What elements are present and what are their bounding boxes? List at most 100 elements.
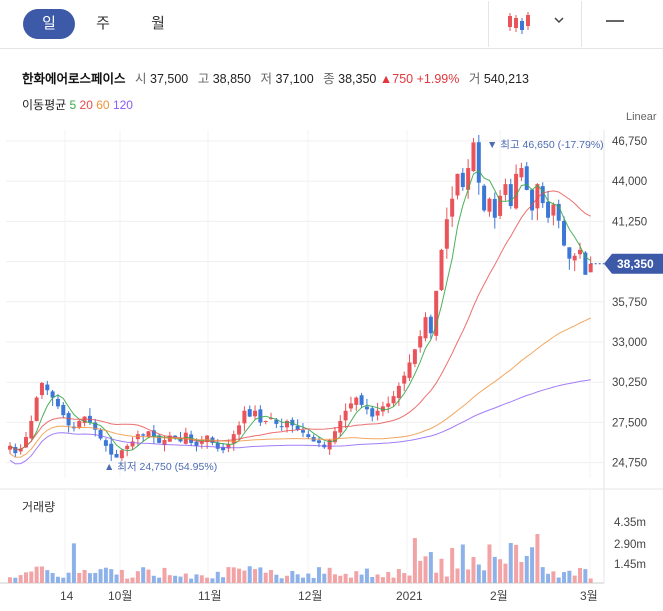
volume-bar [151, 575, 156, 583]
candle-body [407, 362, 412, 378]
volume-bar [82, 569, 87, 583]
candle-body [93, 422, 98, 430]
volume-bar [274, 574, 279, 583]
volume-bar [498, 559, 503, 583]
candle-body [402, 375, 407, 384]
stock-name: 한화에어로스페이스 [22, 72, 126, 86]
volume-bar [530, 547, 535, 583]
candle-body [114, 453, 119, 458]
volume-bar [359, 574, 364, 583]
candle-body [263, 420, 268, 422]
candle-body [386, 403, 391, 407]
volume-bar [348, 577, 353, 583]
volume-bar [316, 567, 321, 583]
candle-body [215, 442, 220, 449]
volume-bar [231, 567, 236, 583]
volume-bar [290, 571, 295, 583]
volume-bar [13, 577, 18, 583]
candle-body [45, 384, 50, 391]
low-label: 저 [260, 72, 272, 86]
volume-bar [327, 567, 332, 583]
candle-body [476, 142, 481, 183]
candle-body [412, 349, 417, 364]
volume-bar [285, 575, 290, 583]
volume-bar [471, 557, 476, 583]
x-axis-label: 11월 [198, 589, 222, 603]
volume-bar [66, 572, 71, 583]
volume-bar [434, 572, 439, 583]
candle-body [428, 316, 433, 334]
price-axis-label: 44,000 [612, 176, 647, 188]
volume-bar [519, 562, 524, 583]
low-value: 37,100 [275, 72, 314, 86]
volume-bar [487, 544, 492, 583]
tab-daily[interactable]: 일 [23, 9, 75, 39]
candle-body [343, 410, 348, 421]
price-axis-label: 35,750 [612, 297, 647, 309]
price-axis-label: 30,250 [612, 377, 647, 389]
candle-body [380, 406, 385, 412]
volume-bar [237, 568, 242, 583]
x-axis-label: 2021 [396, 589, 423, 603]
volume-bar [546, 573, 551, 583]
candle-body [258, 409, 263, 423]
volume-bar [343, 573, 348, 583]
ma-20-line [9, 190, 591, 451]
high-marker: ▼ 최고 46,650 (-17.79%) [487, 139, 604, 151]
volume-bar [364, 568, 369, 583]
volume-bar [98, 569, 103, 583]
open-label: 시 [135, 72, 147, 86]
volume-bar [242, 570, 247, 583]
candle-body [530, 189, 535, 211]
candle-body [572, 255, 577, 261]
candle-body [434, 290, 439, 336]
candle-body [162, 439, 167, 446]
volume-bar [87, 573, 92, 583]
price-axis-label: 27,500 [612, 417, 647, 429]
menu-button[interactable] [596, 1, 663, 47]
candle-body [556, 203, 561, 221]
volume-bar [221, 577, 226, 583]
candle-body [279, 426, 284, 428]
volume-bar [508, 543, 513, 583]
chevron-down-icon [554, 17, 564, 24]
moving-average-legend[interactable]: 이동평균 5 20 60 120 [22, 96, 133, 113]
volume-bar [386, 571, 391, 583]
candle-body [359, 395, 364, 405]
candle-body [588, 263, 593, 273]
tab-monthly[interactable]: 월 [151, 15, 165, 32]
candle-body [508, 184, 513, 207]
candle-body [540, 186, 545, 204]
volume-bar [455, 568, 460, 583]
volume-bar [556, 577, 561, 583]
candle-body [141, 434, 146, 436]
chart-type-selector[interactable] [488, 1, 582, 47]
volume-bar [125, 578, 130, 583]
candle-body [61, 405, 66, 416]
candle-body [34, 397, 39, 422]
volume-bar [503, 563, 508, 583]
candle-body [423, 317, 428, 339]
candle-body [23, 437, 28, 448]
volume-bar [370, 577, 375, 583]
scale-toggle[interactable]: Linear [626, 111, 657, 123]
volume-bar [55, 576, 60, 583]
volume-bar [23, 572, 28, 583]
candle-body [327, 439, 332, 450]
tab-weekly[interactable]: 주 [96, 15, 110, 32]
volume-bar [269, 570, 274, 583]
volume-bar [562, 572, 567, 583]
volume-bar [258, 567, 263, 583]
candle-body [375, 410, 380, 416]
volume-bar [103, 567, 108, 583]
volume-bar [540, 567, 545, 583]
volume-bar [311, 577, 316, 583]
volume-bar [146, 569, 151, 583]
candle-body [55, 398, 60, 407]
volume-title: 거래량 [22, 500, 56, 514]
current-price-tag [604, 253, 663, 274]
ma-label: 이동평균 [22, 98, 67, 112]
candle-body [82, 416, 87, 423]
x-axis-label: 3월 [580, 589, 598, 603]
